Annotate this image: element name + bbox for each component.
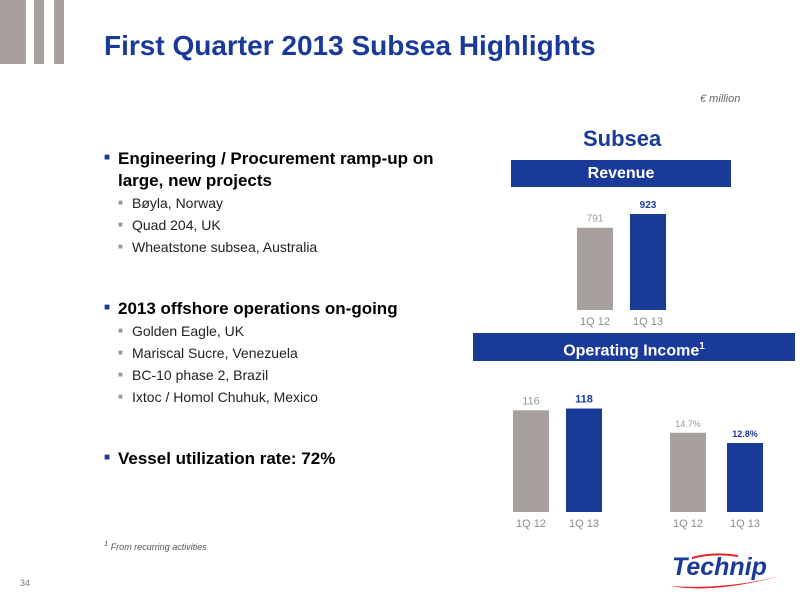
segment-title: Subsea xyxy=(583,126,662,151)
square-bullet-icon: ■ xyxy=(118,392,123,401)
bar xyxy=(577,227,613,310)
bullet-item: ■ Engineering / Procurement ramp-up on la… xyxy=(104,149,434,190)
operating-income-banner: Operating Income1 xyxy=(473,333,795,361)
sub-bullet-item: ■ Quad 204, UK xyxy=(104,214,464,236)
logo-swoosh-icon xyxy=(670,553,780,589)
sub-bullet-item: ■ Bøyla, Norway xyxy=(104,192,464,214)
tick-label: 1Q 13 xyxy=(633,316,663,328)
data-label: 12.8% xyxy=(732,429,758,439)
decorative-bar xyxy=(0,0,26,64)
bar xyxy=(630,214,666,310)
square-bullet-icon: ■ xyxy=(118,198,123,207)
square-bullet-icon: ■ xyxy=(118,370,123,379)
bullet-section: ■ 2013 offshore operations on-going ■ Gold… xyxy=(104,298,464,408)
data-label: 791 xyxy=(587,214,604,225)
bullet-item: ■ Vessel utilization rate: 72% xyxy=(104,449,336,468)
decorative-bar xyxy=(34,0,44,64)
sub-bullet-item: ■ Golden Eagle, UK xyxy=(104,320,464,342)
data-label: 116 xyxy=(522,395,540,407)
footnote: 1 From recurring activities xyxy=(104,539,207,552)
bullet-list: ■ Engineering / Procurement ramp-up on la… xyxy=(104,148,464,492)
tick-label: 1Q 12 xyxy=(673,518,703,530)
data-label: 14.7% xyxy=(675,419,701,429)
bullet-item: ■ 2013 offshore operations on-going xyxy=(104,299,398,318)
bar xyxy=(566,408,602,512)
bar xyxy=(670,432,706,512)
operating-income-chart: 116 1Q 12 118 1Q 13 xyxy=(513,394,602,530)
sub-bullet-item: ■ Wheatstone subsea, Australia xyxy=(104,236,464,258)
data-label: 118 xyxy=(575,394,593,406)
square-bullet-icon: ■ xyxy=(104,152,111,163)
sub-bullet-item: ■ Ixtoc / Homol Chuhuk, Mexico xyxy=(104,386,464,408)
square-bullet-icon: ■ xyxy=(104,302,111,313)
page-number: 34 xyxy=(20,578,31,588)
bullet-section: ■ Vessel utilization rate: 72% xyxy=(104,448,464,470)
data-label: 923 xyxy=(640,200,657,211)
tick-label: 1Q 13 xyxy=(569,518,599,530)
bullet-section: ■ Engineering / Procurement ramp-up on la… xyxy=(104,148,464,258)
sub-bullet-item: ■ Mariscal Sucre, Venezuela xyxy=(104,342,464,364)
operating-margin-chart: 14.7% 1Q 12 12.8% 1Q 13 xyxy=(670,419,763,530)
page-title: First Quarter 2013 Subsea Highlights xyxy=(104,30,596,61)
square-bullet-icon: ■ xyxy=(118,348,123,357)
bar xyxy=(513,410,549,512)
revenue-chart: 791 1Q 12 923 1Q 13 xyxy=(577,200,666,328)
tick-label: 1Q 12 xyxy=(516,518,546,530)
sub-bullet-item: ■ BC-10 phase 2, Brazil xyxy=(104,364,464,386)
square-bullet-icon: ■ xyxy=(118,326,123,335)
revenue-banner: Revenue xyxy=(511,160,731,187)
square-bullet-icon: ■ xyxy=(104,452,111,463)
tick-label: 1Q 13 xyxy=(730,518,760,530)
logo-text: Technip xyxy=(672,553,767,581)
bar xyxy=(727,443,763,512)
technip-logo: Technip xyxy=(664,552,784,592)
footnote-superscript: 1 xyxy=(699,341,705,352)
square-bullet-icon: ■ xyxy=(118,220,123,229)
decorative-bar xyxy=(54,0,64,64)
unit-label: € million xyxy=(700,93,741,105)
square-bullet-icon: ■ xyxy=(118,242,123,251)
tick-label: 1Q 12 xyxy=(580,316,610,328)
